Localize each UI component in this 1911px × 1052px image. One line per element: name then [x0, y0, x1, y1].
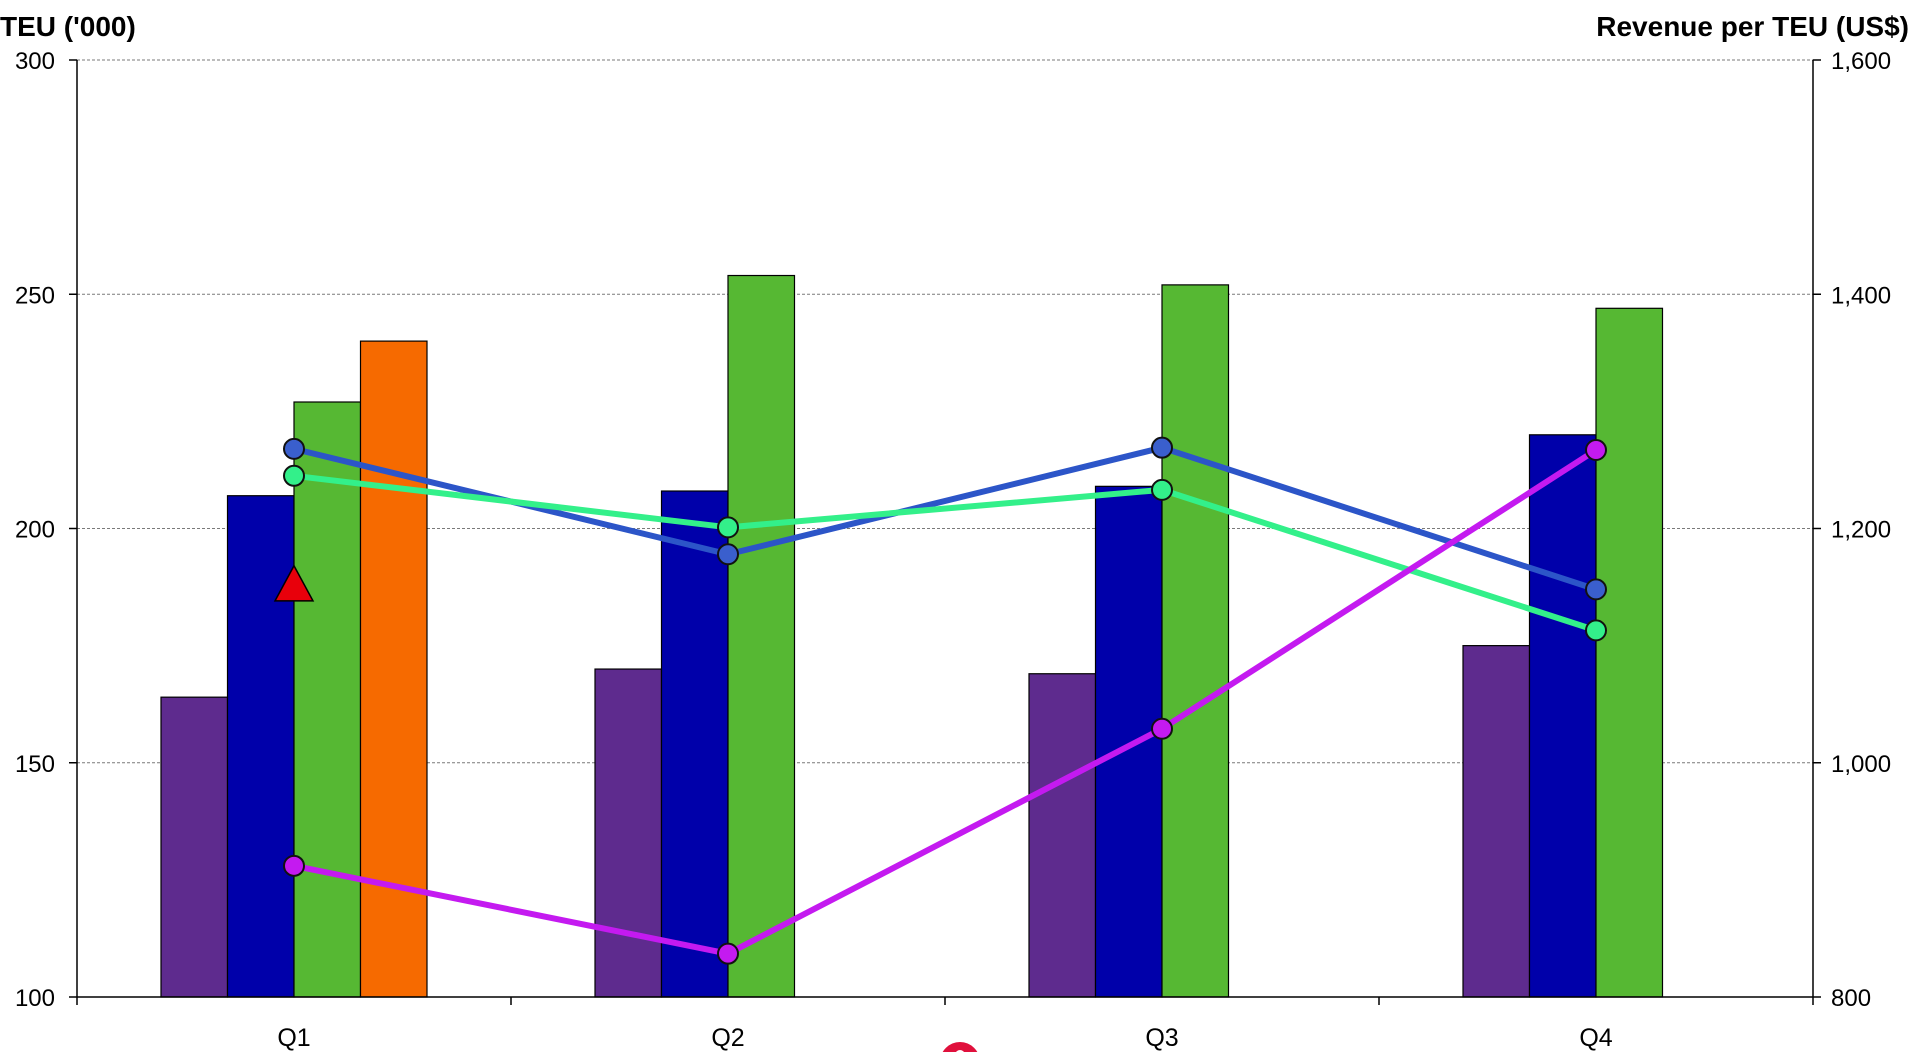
- left-axis-title: TEU ('000): [0, 11, 136, 42]
- line-point: [1585, 619, 1607, 642]
- bar-series: [160, 274, 1664, 998]
- logo-shape: [942, 1042, 978, 1052]
- bar: [1028, 673, 1097, 998]
- line-point: [1585, 578, 1607, 601]
- right-axis-ticks: 800 1,000 1,200 1,400 1,600: [1831, 48, 1891, 1012]
- category-labels: Q1 Q2 Q3 Q4: [277, 1024, 1612, 1052]
- left-tick-label: 300: [15, 48, 55, 75]
- bar: [660, 490, 729, 998]
- line-point: [283, 854, 305, 877]
- left-tick-label: 150: [15, 751, 55, 778]
- line-point: [717, 942, 739, 965]
- bar: [1094, 485, 1163, 998]
- bar: [226, 495, 295, 998]
- axis-labels: TEU ('000) Revenue per TEU (US$): [0, 11, 1909, 42]
- bar: [594, 668, 663, 998]
- line-point: [1151, 717, 1173, 740]
- annotation-markers: [273, 564, 315, 602]
- line-point: [283, 464, 305, 487]
- left-tick-label: 100: [15, 985, 55, 1012]
- left-axis-ticks: 100 150 200 250 300: [15, 48, 55, 1012]
- series-line: [293, 472, 1597, 634]
- line-point: [717, 516, 739, 539]
- line-point: [1151, 478, 1173, 501]
- right-tick-label: 1,600: [1831, 48, 1891, 75]
- bar: [359, 340, 428, 998]
- right-axis-title: Revenue per TEU (US$): [1596, 11, 1909, 42]
- category-label: Q3: [1145, 1024, 1178, 1052]
- bar: [293, 401, 362, 998]
- bar: [1595, 307, 1664, 998]
- series-line: [293, 447, 1598, 957]
- bar: [1161, 284, 1230, 998]
- line-point: [1151, 436, 1173, 459]
- logo-icon: [942, 1042, 978, 1052]
- category-label: Q2: [711, 1024, 744, 1052]
- left-tick-label: 250: [15, 282, 55, 309]
- right-tick-label: 1,200: [1831, 517, 1891, 544]
- bar: [1528, 434, 1597, 998]
- line-point: [717, 543, 739, 566]
- axes: [69, 59, 1821, 1005]
- triangle-marker: [273, 564, 315, 602]
- line-series: [283, 436, 1607, 965]
- line-point: [1585, 439, 1607, 462]
- right-tick-label: 1,000: [1831, 751, 1891, 778]
- right-tick-label: 800: [1831, 985, 1871, 1012]
- bar: [160, 696, 229, 998]
- line-point: [283, 437, 305, 460]
- bar: [1462, 645, 1531, 998]
- right-tick-label: 1,400: [1831, 282, 1891, 309]
- left-tick-label: 200: [15, 517, 55, 544]
- bar: [727, 274, 796, 998]
- category-label: Q1: [277, 1024, 310, 1052]
- category-label: Q4: [1579, 1024, 1612, 1052]
